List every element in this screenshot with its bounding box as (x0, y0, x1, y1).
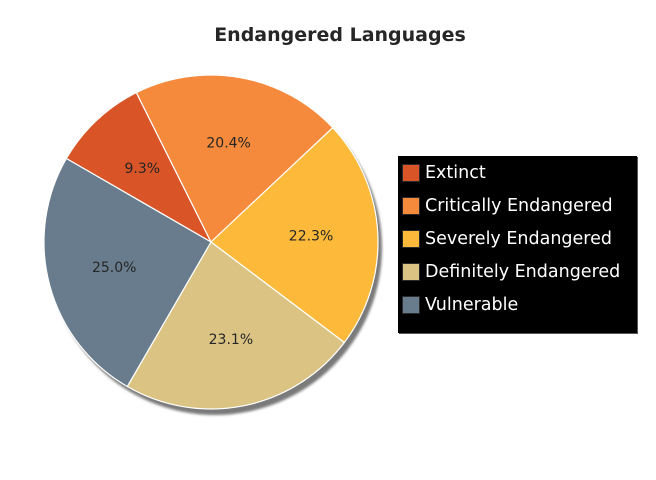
legend-item-vulnerable: Vulnerable (398, 294, 637, 327)
legend-item-extinct: Extinct (398, 162, 637, 195)
legend-label: Vulnerable (425, 295, 519, 315)
pie-label-severely-endangered: 22.3% (289, 229, 333, 245)
legend-label: Extinct (425, 163, 486, 183)
legend-swatch (402, 296, 420, 314)
legend-swatch (402, 230, 420, 248)
legend-swatch (402, 263, 420, 281)
pie-slice-severely-endangered (210, 127, 379, 344)
legend-swatch (402, 164, 420, 182)
pie-slice-extinct (65, 92, 212, 243)
pie-slice-vulnerable (43, 157, 212, 388)
legend-swatch (402, 197, 420, 215)
legend-item-definitely-endangered: Definitely Endangered (398, 261, 637, 294)
pie-slice-definitely-endangered (126, 241, 345, 410)
pie-label-extinct: 9.3% (125, 161, 161, 177)
legend-label: Definitely Endangered (425, 262, 621, 282)
chart-title: Endangered Languages (214, 24, 466, 46)
legend-item-critically-endangered: Critically Endangered (398, 195, 637, 228)
pie-label-critically-endangered: 20.4% (206, 135, 250, 151)
pie-label-vulnerable: 25.0% (92, 260, 136, 276)
legend-label: Critically Endangered (425, 196, 613, 216)
chart-legend: Extinct Critically Endangered Severely End… (398, 156, 637, 333)
pie-slice-critically-endangered (135, 74, 334, 243)
legend-item-severely-endangered: Severely Endangered (398, 228, 637, 261)
pie-label-definitely-endangered: 23.1% (209, 332, 253, 348)
legend-label: Severely Endangered (425, 229, 612, 249)
